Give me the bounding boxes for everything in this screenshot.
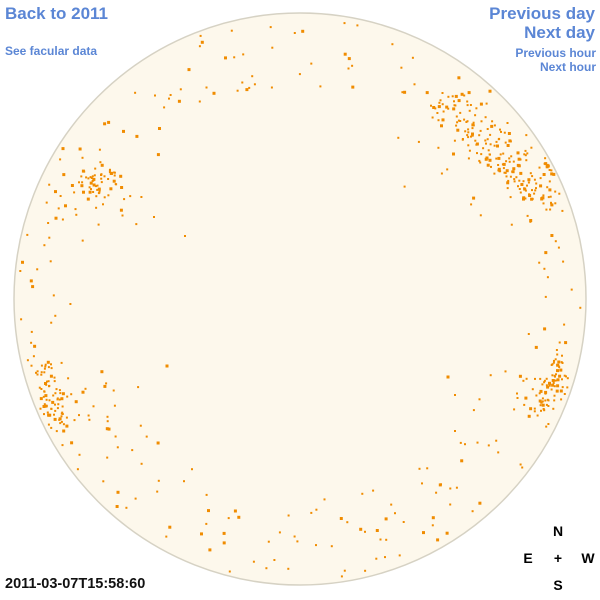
see-facular-data-link[interactable]: See facular data <box>5 44 98 58</box>
facular-points-layer <box>19 22 582 578</box>
back-to-year-link[interactable]: Back to 2011 <box>5 4 109 23</box>
next-hour-link[interactable]: Next hour <box>539 60 596 74</box>
next-day-link[interactable]: Next day <box>524 23 595 42</box>
observation-timestamp: 2011-03-07T15:58:60 <box>5 576 146 592</box>
compass-east-label: E <box>523 549 533 566</box>
compass-north-label: N <box>552 522 564 539</box>
solar-disk <box>13 12 587 586</box>
day-navigation: Previous day Next day <box>489 4 595 42</box>
compass-south-label: S <box>553 577 563 594</box>
previous-hour-link[interactable]: Previous hour <box>515 46 596 60</box>
compass-center-mark: + <box>553 549 563 566</box>
previous-day-link[interactable]: Previous day <box>489 4 595 23</box>
hour-navigation: Previous hour Next hour <box>515 46 596 74</box>
compass-west-label: W <box>581 549 595 566</box>
compass-rose: N E + W S <box>513 517 600 599</box>
